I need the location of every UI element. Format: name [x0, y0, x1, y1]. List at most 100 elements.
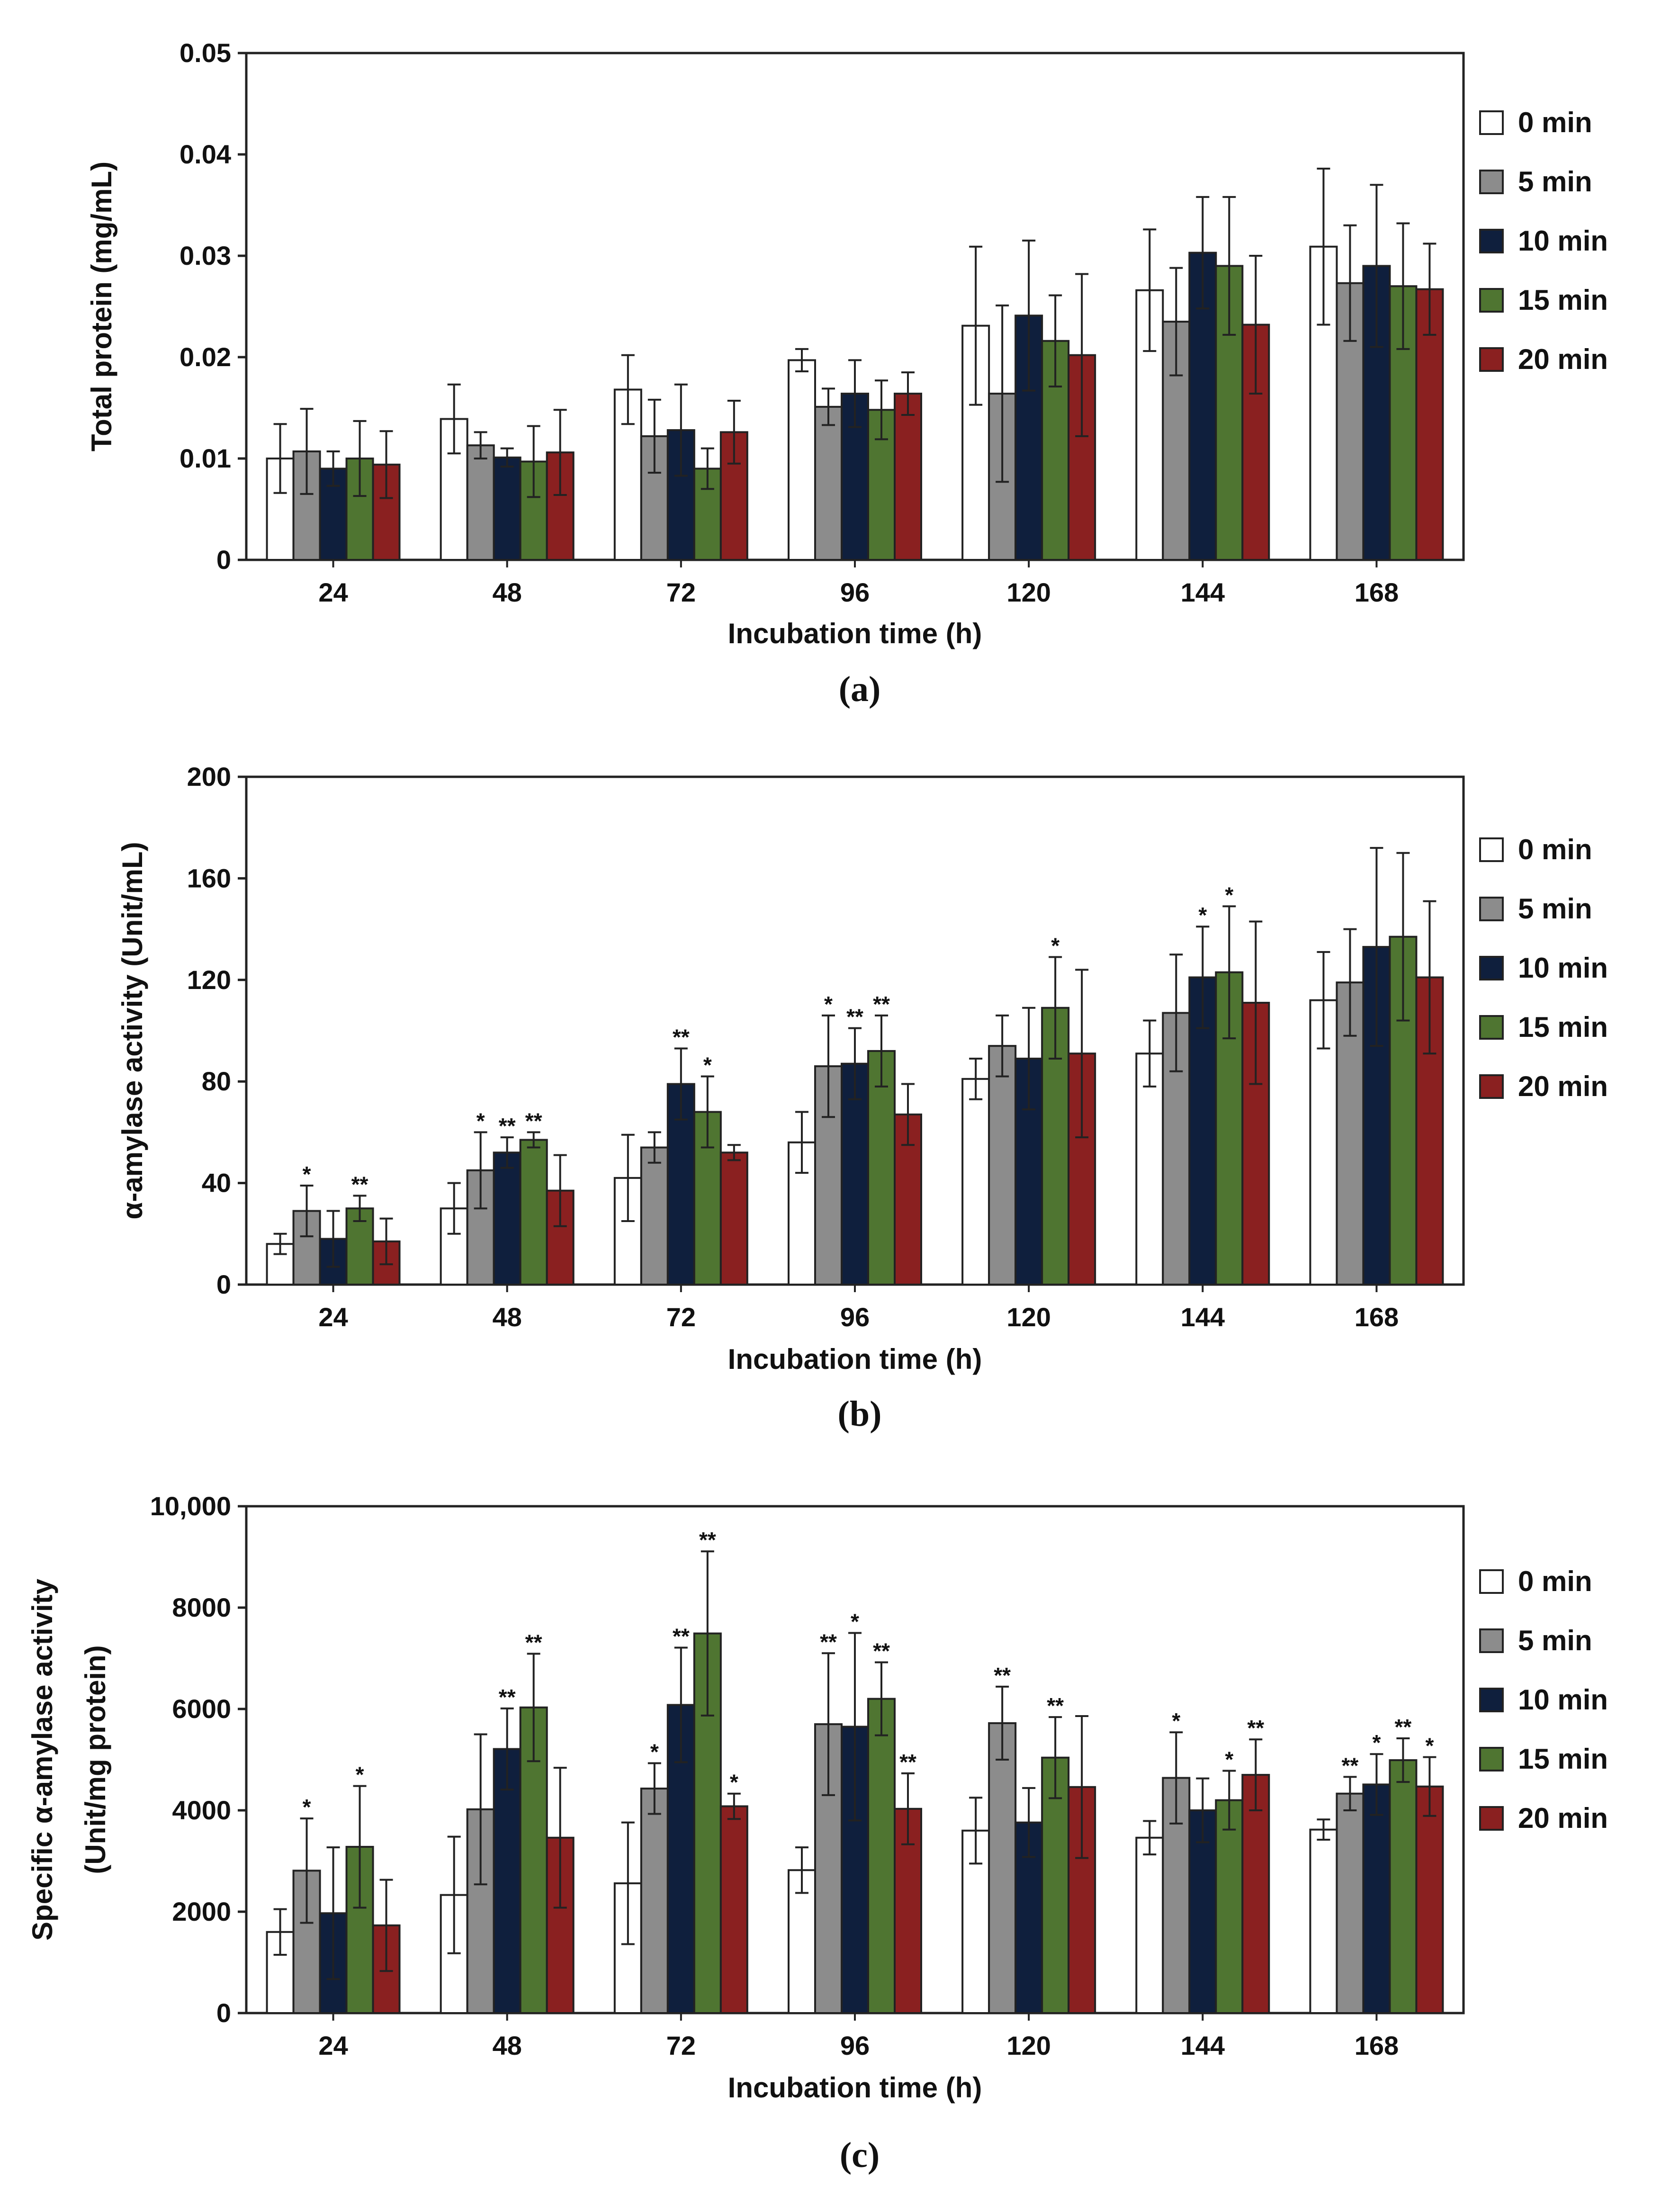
legend-swatch [1479, 170, 1504, 194]
bar [1362, 1783, 1391, 2014]
bar [1041, 1756, 1070, 2014]
significance-label: * [1198, 903, 1207, 927]
legend-label: 20 min [1518, 343, 1608, 375]
bar [1135, 1052, 1164, 1286]
y-axis-title: α-amylase activity (Unit/mL) [117, 842, 148, 1219]
y-tick-label: 4000 [172, 1795, 231, 1825]
significance-label: ** [525, 1630, 542, 1655]
y-tick-label: 8000 [172, 1592, 231, 1622]
significance-label: * [303, 1162, 311, 1187]
x-tick-label: 48 [493, 577, 522, 607]
bar [1215, 1799, 1244, 2014]
legend: 0 min 5 min 10 min 15 min 20 min [1479, 834, 1608, 1102]
bar [788, 1141, 816, 1286]
x-tick-label: 168 [1355, 2031, 1399, 2060]
legend-swatch [1479, 1806, 1504, 1831]
significance-label: ** [525, 1108, 542, 1133]
x-tick-label: 48 [493, 2031, 522, 2060]
x-tick-label: 72 [666, 2031, 696, 2060]
legend-swatch [1479, 110, 1504, 135]
legend-label: 0 min [1518, 834, 1592, 865]
legend-label: 10 min [1518, 1684, 1608, 1716]
significance-label: ** [1247, 1716, 1264, 1740]
y-tick-label: 10,000 [150, 1491, 231, 1521]
bar [1389, 1759, 1418, 2014]
significance-label: ** [673, 1624, 690, 1649]
legend-label: 15 min [1518, 1743, 1608, 1775]
x-tick-label: 24 [318, 577, 348, 607]
significance-label: ** [499, 1685, 516, 1709]
significance-label: * [303, 1795, 311, 1819]
significance-label: ** [673, 1025, 690, 1050]
y-axis-title: Specific α-amylase activity (Unit/mg prot… [27, 1578, 111, 1941]
bar [867, 1050, 896, 1286]
x-tick-label: 48 [493, 1302, 522, 1332]
bar [345, 1207, 374, 1286]
x-tick-label: 168 [1355, 577, 1399, 607]
legend: 0 min 5 min 10 min 15 min 20 min [1479, 107, 1608, 375]
chart-panel-a: 0 0.01 0.02 0.03 0.04 0.05 24 48 72 96 120 144 168 To… [86, 38, 1608, 709]
bar [988, 1722, 1017, 2014]
significance-label: ** [873, 992, 890, 1016]
y-tick-label: 0 [216, 1998, 231, 2028]
y-axis-title-line: (Unit/mg protein) [80, 1645, 111, 1874]
x-axis-title: Incubation time (h) [728, 618, 982, 649]
significance-label: ** [1047, 1693, 1064, 1718]
y-tick-label: 0 [216, 1269, 231, 1299]
chart-panel-c: 0 2000 4000 6000 8000 10,000 24 48 72 96 120 144 168… [27, 1491, 1608, 2175]
significance-label: * [356, 1762, 364, 1787]
significance-label: * [1225, 882, 1233, 907]
legend-label: 0 min [1518, 107, 1592, 138]
legend-swatch [1479, 1569, 1504, 1594]
significance-label: ** [699, 1528, 716, 1552]
bar [841, 1062, 869, 1286]
bar [1415, 1785, 1444, 2014]
x-tick-label: 24 [318, 2031, 348, 2060]
legend-label: 5 min [1518, 1625, 1592, 1656]
bar [493, 1748, 521, 2014]
significance-label: * [1172, 1708, 1180, 1733]
x-tick-label: 24 [318, 1302, 348, 1332]
significance-label: * [650, 1739, 659, 1764]
legend-label: 10 min [1518, 952, 1608, 984]
bar [519, 1139, 548, 1286]
legend-label: 20 min [1518, 1070, 1608, 1102]
x-tick-label: 120 [1006, 1302, 1050, 1332]
legend-swatch [1479, 837, 1504, 862]
legend-label: 5 min [1518, 893, 1592, 925]
significance-label: * [851, 1610, 859, 1634]
y-tick-label: 0.05 [180, 38, 231, 68]
significance-label: * [824, 992, 833, 1016]
bar [466, 444, 495, 561]
legend-label: 5 min [1518, 166, 1592, 198]
significance-label: * [1425, 1734, 1434, 1758]
bar [493, 1151, 521, 1286]
bar [640, 1146, 669, 1286]
significance-label: ** [873, 1639, 890, 1663]
significance-label: ** [994, 1663, 1011, 1688]
x-tick-label: 144 [1181, 1302, 1225, 1332]
legend-label: 10 min [1518, 225, 1608, 257]
legend-swatch [1479, 956, 1504, 980]
significance-label: * [1225, 1747, 1233, 1772]
y-axis-title: Total protein (mg/mL) [86, 162, 117, 451]
y-tick-label: 0.01 [180, 443, 231, 473]
y-axis-title-line: α-amylase activity (Unit/mL) [117, 842, 148, 1219]
x-tick-label: 72 [666, 1302, 696, 1332]
legend-swatch [1479, 288, 1504, 313]
panel-label: (c) [840, 2135, 880, 2175]
y-axis-title-line: Specific α-amylase activity [27, 1578, 58, 1941]
significance-label: ** [1395, 1715, 1412, 1739]
legend-label: 15 min [1518, 284, 1608, 316]
legend-swatch [1479, 1074, 1504, 1099]
x-tick-label: 72 [666, 577, 696, 607]
legend-swatch [1479, 229, 1504, 253]
legend-swatch [1479, 897, 1504, 921]
bar [1215, 265, 1244, 561]
x-tick-label: 144 [1181, 577, 1225, 607]
panel-label: (b) [838, 1394, 882, 1434]
legend-swatch [1479, 1628, 1504, 1653]
y-tick-label: 160 [187, 863, 231, 893]
y-tick-label: 0.04 [180, 139, 231, 169]
